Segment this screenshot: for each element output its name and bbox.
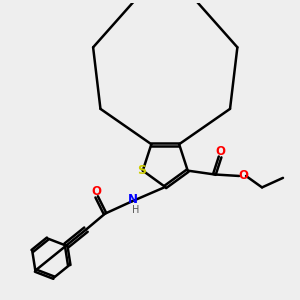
Text: H: H [132, 205, 139, 215]
Text: S: S [137, 164, 146, 177]
Text: O: O [215, 145, 226, 158]
Text: N: N [128, 193, 138, 206]
Text: O: O [91, 185, 101, 198]
Text: O: O [238, 169, 248, 182]
